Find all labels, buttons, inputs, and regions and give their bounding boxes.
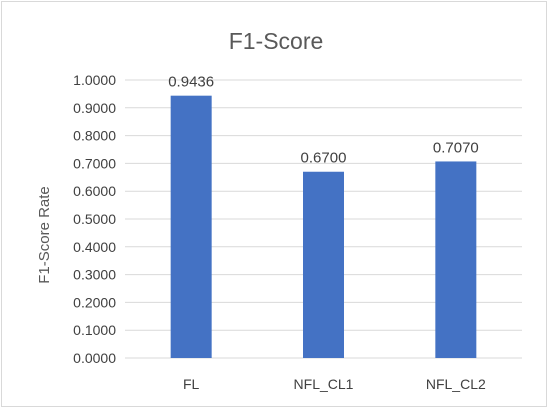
y-tick-label: 0.4000 [73,239,116,255]
x-category-label: FL [183,376,200,392]
y-tick-label: 0.6000 [73,183,116,199]
bar-chart: F1-Score F1-Score Rate 0.0000 0.1000 0.200… [36,28,522,392]
x-axis-categories: FL NFL_CL1 NFL_CL2 [183,376,486,392]
bars [170,95,477,358]
data-label: 0.7070 [433,139,479,156]
bar-fl [170,95,212,358]
y-tick-label: 0.5000 [73,211,116,227]
data-labels: 0.9436 0.6700 0.7070 [168,74,479,167]
y-tick-label: 0.1000 [73,322,116,338]
chart-title: F1-Score [229,28,324,54]
chart-frame: F1-Score F1-Score Rate 0.0000 0.1000 0.200… [1,1,547,407]
y-tick-label: 0.7000 [73,155,116,171]
y-tick-label: 0.3000 [73,267,116,283]
y-tick-label: 0.0000 [73,350,116,366]
data-label: 0.9436 [168,74,214,91]
x-category-label: NFL_CL2 [426,376,486,392]
bar-nfl-cl2 [435,161,477,358]
y-tick-label: 0.8000 [73,128,116,144]
y-tick-label: 0.9000 [73,100,116,116]
y-tick-label: 1.0000 [73,72,116,88]
y-axis-ticks: 0.0000 0.1000 0.2000 0.3000 0.4000 0.5000 0.60… [73,72,116,366]
x-category-label: NFL_CL1 [294,376,354,392]
y-tick-label: 0.2000 [73,294,116,310]
data-label: 0.6700 [301,150,347,167]
y-axis-label: F1-Score Rate [36,186,53,284]
bar-nfl-cl1 [303,171,344,358]
